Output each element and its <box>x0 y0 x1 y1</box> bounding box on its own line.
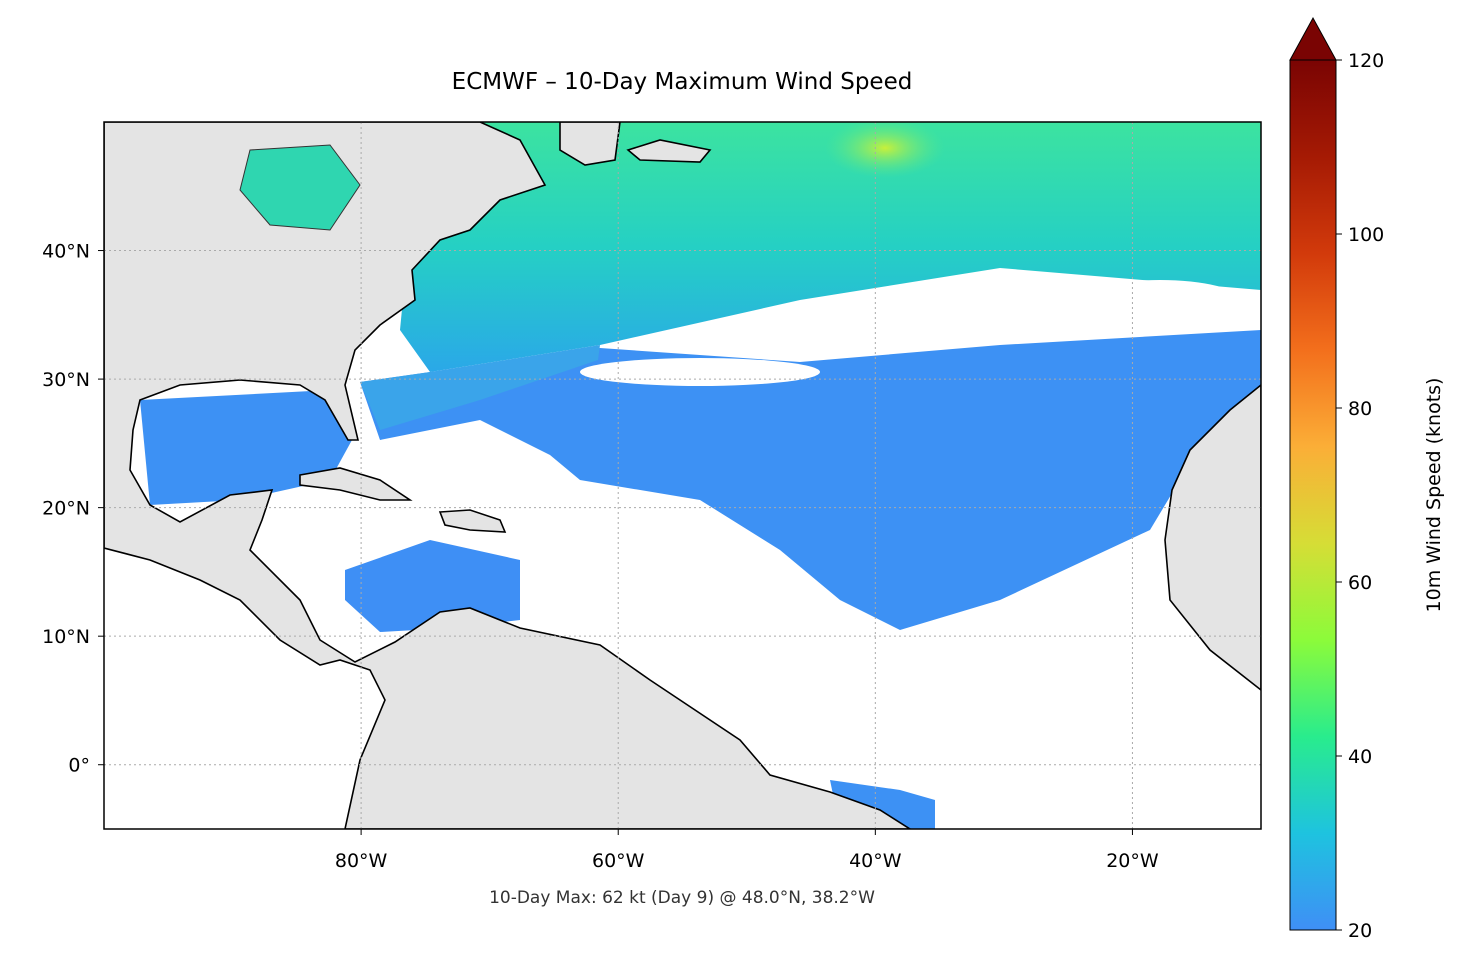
colorbar <box>1289 59 1337 931</box>
x-tick-label: 40°W <box>849 850 902 872</box>
y-tick-label: 20°N <box>42 498 90 520</box>
colorbar-label: 10m Wind Speed (knots) <box>1423 378 1445 613</box>
land <box>104 122 1261 829</box>
colorbar-tick-label: 60 <box>1348 572 1372 594</box>
x-tick-label: 20°W <box>1106 850 1159 872</box>
y-tick-label: 30°N <box>42 369 90 391</box>
x-tick-label: 80°W <box>335 850 388 872</box>
y-tick-label: 0° <box>68 755 90 777</box>
colorbar-tick-label: 40 <box>1348 746 1372 768</box>
colorbar-tick-label: 80 <box>1348 398 1372 420</box>
colorbar-tick-label: 100 <box>1348 224 1384 246</box>
x-tick-label: 60°W <box>592 850 645 872</box>
chart-title: ECMWF – 10-Day Maximum Wind Speed <box>452 69 913 95</box>
colorbar-tick-label: 20 <box>1348 920 1372 942</box>
y-tick-label: 10°N <box>42 626 90 648</box>
annotation: 10-Day Max: 62 kt (Day 9) @ 48.0°N, 38.2… <box>489 888 875 908</box>
colorbar-extend <box>1289 16 1337 61</box>
axes-frame <box>103 121 1262 830</box>
y-tick-label: 40°N <box>42 241 90 263</box>
map <box>104 122 1261 829</box>
colorbar-tick-label: 120 <box>1348 50 1384 72</box>
